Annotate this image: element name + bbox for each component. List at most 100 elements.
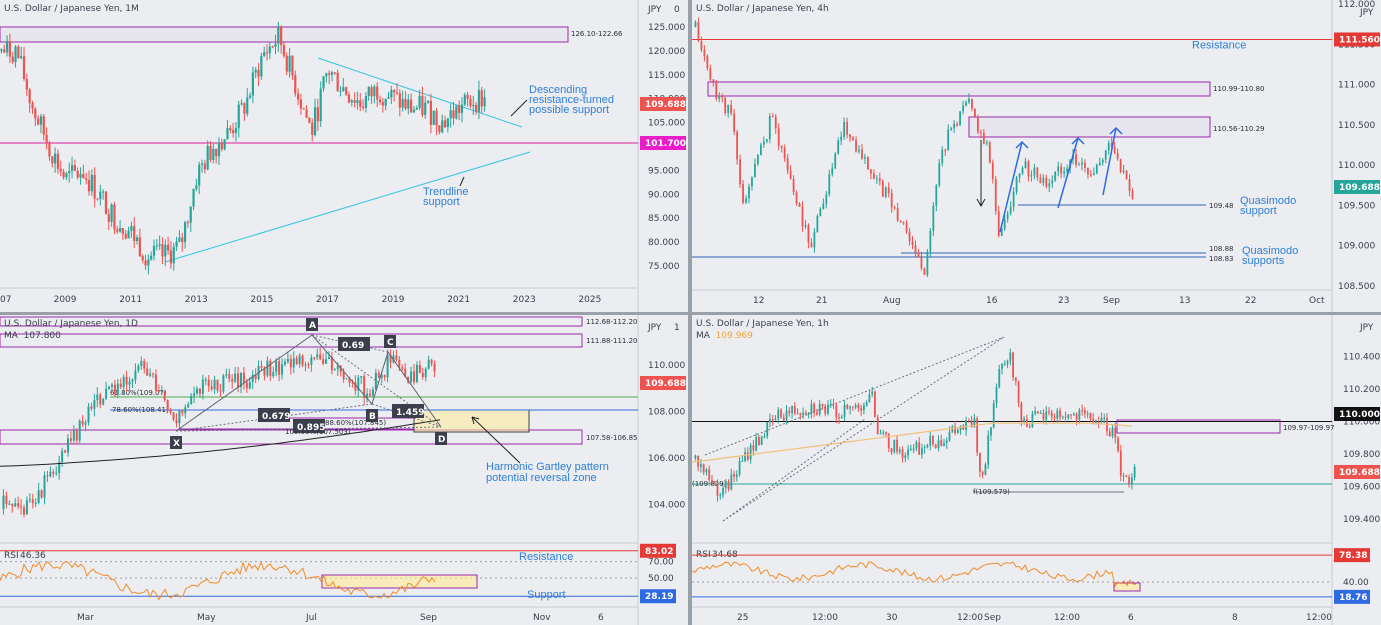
x-tick-label: 12: [753, 296, 764, 306]
candle: [110, 204, 113, 222]
candle: [458, 105, 461, 113]
candle: [52, 471, 55, 474]
candle: [87, 406, 90, 423]
candle: [351, 382, 354, 384]
candle: [42, 116, 45, 135]
x-tick-label: Jul: [305, 613, 317, 623]
candle: [178, 237, 181, 242]
candle: [765, 139, 768, 142]
candle: [786, 158, 789, 171]
annotation-rsi-resistance: Resistance: [519, 551, 573, 563]
candle: [718, 95, 721, 99]
candle: [381, 102, 384, 106]
y-tick-label: 109.800: [1343, 450, 1380, 460]
candle: [404, 99, 407, 109]
candle: [291, 55, 294, 76]
candle: [908, 231, 911, 242]
candle: [730, 474, 733, 490]
x-tick-label: Sep: [420, 613, 437, 623]
y-tick-label: 95.000: [648, 166, 680, 176]
candle: [962, 105, 964, 112]
candle: [116, 229, 119, 232]
pattern-point-bg: [384, 335, 396, 348]
candle: [34, 502, 37, 504]
candle: [203, 163, 206, 170]
candle: [113, 204, 116, 230]
gartley-ratio-line: [175, 403, 373, 432]
gartley-ratio-line: [311, 334, 389, 353]
candle: [387, 97, 390, 99]
candle: [1027, 161, 1030, 177]
candle: [722, 488, 724, 496]
candle: [55, 473, 58, 475]
current-price-badge-bg: [640, 376, 686, 390]
candle: [1028, 426, 1031, 428]
candle: [345, 378, 348, 380]
annotation-arrowhead: [471, 416, 475, 425]
candle: [703, 50, 706, 56]
candle: [1064, 416, 1067, 418]
candle: [463, 94, 466, 105]
annotation-descending: resistance-turned: [529, 94, 614, 106]
candle: [322, 359, 325, 364]
chart-daily-canvas[interactable]: 110.000 108.000 106.000 104.000 Mar May Jul Sep…: [0, 315, 688, 625]
candle: [945, 440, 948, 443]
candle: [11, 56, 14, 62]
candle: [384, 98, 387, 106]
candle: [979, 452, 981, 472]
candle: [66, 438, 69, 453]
chart-monthly-canvas[interactable]: 125.000120.000115.000110.000105.000100.0…: [0, 0, 688, 312]
candle: [110, 384, 113, 388]
chart-panel-hourly[interactable]: 110.400 110.200 110.000 109.800 109.600 109.4…: [692, 315, 1381, 625]
candle: [82, 174, 85, 179]
fib-label: f(109.579): [973, 488, 1010, 496]
candle: [1033, 167, 1036, 176]
candle: [410, 371, 413, 383]
chart-4h-canvas[interactable]: 112.000111.500111.000110.500110.000109.5…: [692, 0, 1381, 312]
candle: [93, 400, 96, 409]
candle: [956, 429, 959, 434]
rsi-label: RSI: [4, 551, 19, 561]
y-tick-label: 105.000: [648, 119, 685, 129]
candle: [973, 418, 976, 428]
chart-hourly-canvas[interactable]: 110.400 110.200 110.000 109.800 109.600 109.4…: [692, 315, 1381, 625]
candle: [193, 393, 196, 396]
level-badge: 101.700: [645, 139, 686, 149]
candle: [846, 404, 849, 409]
candle: [395, 355, 398, 360]
candle: [1125, 170, 1128, 180]
annotation-qm-support: support: [1240, 205, 1277, 217]
candle: [339, 365, 342, 373]
y-tick-label: 108.000: [648, 408, 685, 418]
candle: [943, 442, 945, 446]
candle: [1048, 183, 1051, 187]
candle: [278, 360, 281, 375]
candle: [1053, 416, 1056, 419]
candle: [876, 417, 879, 434]
candle: [768, 115, 771, 140]
chart-panel-monthly[interactable]: 125.000120.000115.000110.000105.000100.0…: [0, 0, 688, 312]
rsi-axis-label: 50.00: [648, 574, 674, 584]
candle: [418, 95, 421, 108]
candle: [198, 388, 201, 394]
candle: [934, 444, 937, 448]
candle: [333, 72, 336, 74]
candle: [1100, 418, 1103, 423]
candle: [950, 128, 953, 130]
candle: [163, 391, 166, 400]
candle: [719, 495, 722, 497]
candle: [395, 92, 399, 94]
annotation-trendline: support: [423, 196, 460, 208]
candle: [269, 360, 272, 377]
candle: [727, 104, 730, 114]
x-tick-label: 30: [886, 613, 898, 623]
candle: [339, 90, 342, 92]
candle: [855, 140, 857, 152]
candle: [415, 107, 418, 110]
candle: [884, 187, 887, 197]
candle: [1012, 191, 1015, 207]
candle: [1023, 418, 1026, 422]
currency-label: JPY: [1360, 323, 1374, 333]
chart-panel-4h[interactable]: 112.000111.500111.000110.500110.000109.5…: [692, 0, 1381, 312]
chart-panel-daily[interactable]: 110.000 108.000 106.000 104.000 Mar May Jul Sep…: [0, 315, 688, 625]
